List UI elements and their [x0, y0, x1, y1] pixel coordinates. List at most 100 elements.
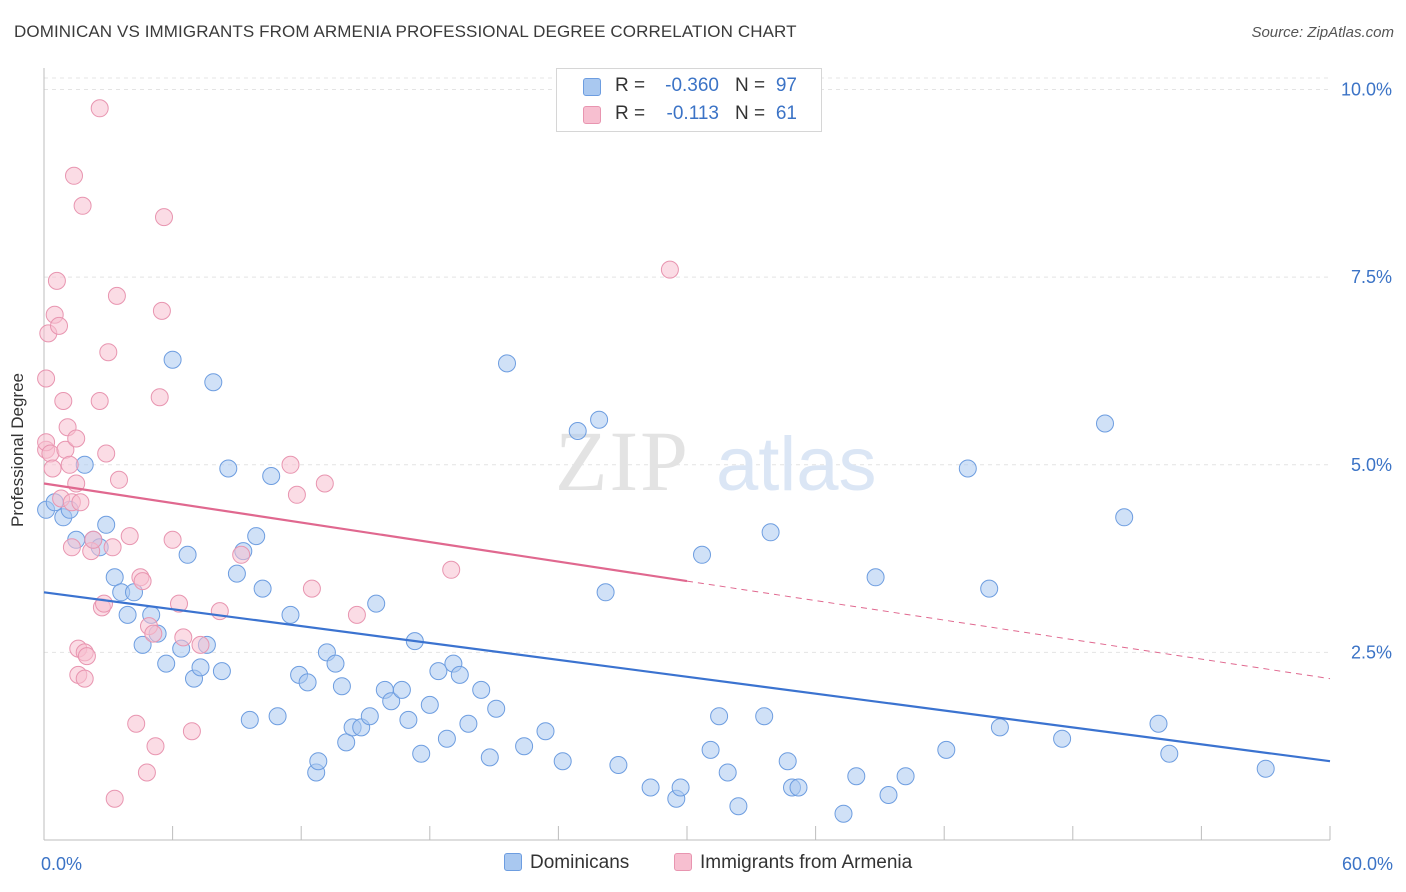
armenia-point-0 — [37, 369, 56, 388]
legend-n-label: N = — [735, 75, 766, 96]
correlation-legend: R = -0.360 N = 97 R = -0.113 N = 61 — [556, 68, 822, 132]
dominicans-point-93 — [1115, 508, 1134, 527]
dominicans-point-92 — [1096, 414, 1114, 433]
dominicans-point-71 — [671, 778, 690, 797]
dominicans-point-58 — [472, 680, 491, 699]
armenia-point-37 — [110, 470, 128, 489]
armenia-point-58 — [302, 579, 321, 598]
dominicans-point-72 — [693, 545, 711, 564]
y-tick-label-0: 2.5% — [1351, 642, 1392, 662]
dominicans-point-78 — [761, 523, 780, 542]
dominicans-point-62 — [515, 737, 534, 756]
armenia-point-59 — [315, 474, 334, 493]
x-tick-label-0: 0.0% — [41, 854, 82, 874]
dominicans-point-49 — [399, 710, 418, 729]
armenia-trend-line — [43, 482, 688, 583]
watermark-atlas: atlas — [716, 422, 877, 507]
y-tick-label-2: 7.5% — [1351, 267, 1392, 287]
data-points — [37, 99, 1275, 823]
dominicans-point-16 — [157, 654, 176, 673]
armenia-point-53 — [191, 635, 210, 654]
dominicans-point-56 — [450, 665, 469, 684]
legend-n-value: 61 — [775, 103, 797, 124]
armenia-point-61 — [442, 560, 461, 579]
dominicans-point-24 — [212, 662, 231, 681]
dominicans-point-64 — [553, 752, 572, 771]
dominicans-point-8 — [97, 515, 116, 534]
dominicans-point-84 — [866, 568, 885, 587]
dominicans-point-81 — [789, 778, 808, 797]
armenia-point-56 — [281, 455, 300, 474]
armenia-point-62 — [660, 260, 679, 279]
dominicans-point-23 — [204, 373, 223, 392]
bottom-legend-dominicans: Dominicans — [504, 852, 629, 874]
armenia-point-32 — [97, 444, 116, 463]
dominicans-point-65 — [568, 422, 587, 440]
dominicans-point-31 — [262, 467, 281, 485]
dominicans-point-51 — [412, 744, 431, 763]
legend-r-value: -0.360 — [665, 75, 719, 96]
legend-row-dominicans: R = -0.360 N = 97 — [557, 73, 821, 101]
armenia-point-17 — [67, 429, 86, 448]
armenia-trend-extension — [686, 580, 1331, 680]
dominicans-point-76 — [729, 797, 748, 816]
bottom-legend-armenia: Immigrants from Armenia — [674, 852, 912, 874]
dominicans-point-68 — [609, 756, 628, 774]
armenia-point-16 — [65, 166, 83, 185]
armenia-point-33 — [99, 343, 118, 362]
armenia-point-45 — [146, 737, 165, 756]
dominicans-point-90 — [990, 718, 1009, 737]
dominicans-point-88 — [958, 459, 977, 478]
armenia-point-29 — [90, 392, 109, 410]
armenia-point-36 — [107, 286, 126, 305]
dominicans-point-61 — [498, 354, 516, 373]
armenia-point-21 — [71, 493, 90, 512]
dominicans-point-67 — [596, 583, 615, 602]
dominicans-point-47 — [382, 692, 401, 711]
dominicans-point-52 — [420, 695, 439, 714]
dominicans-point-5 — [75, 455, 94, 474]
y-tick-label-3: 10.0% — [1341, 80, 1392, 100]
dominicans-point-33 — [281, 605, 300, 624]
armenia-point-52 — [182, 722, 201, 741]
armenia-point-14 — [62, 538, 81, 557]
dominicans-point-26 — [227, 564, 246, 583]
armenia-point-25 — [77, 647, 96, 666]
legend-r-label: R = — [615, 75, 646, 96]
x-tick-label-1: 60.0% — [1342, 854, 1393, 874]
armenia-point-35 — [105, 789, 124, 808]
chart-source: Source: ZipAtlas.com — [1251, 24, 1394, 41]
dominicans-point-95 — [1160, 744, 1179, 763]
dominicans-point-37 — [309, 752, 328, 771]
dominicans-point-25 — [219, 459, 238, 478]
armenia-point-8 — [50, 316, 68, 335]
armenia-point-38 — [120, 527, 139, 546]
armenia-point-60 — [347, 605, 366, 624]
legend-swatch-dominicans — [583, 78, 601, 96]
bottom-legend-swatch-dominicans — [504, 853, 522, 871]
dominicans-point-73 — [701, 740, 720, 759]
dominicans-point-59 — [480, 748, 499, 767]
dominicans-point-19 — [178, 545, 197, 564]
armenia-point-28 — [90, 99, 109, 118]
legend-row-armenia: R = -0.113 N = 61 — [557, 101, 821, 129]
dominicans-point-87 — [937, 740, 956, 759]
dominicans-point-86 — [896, 767, 915, 786]
armenia-point-51 — [174, 628, 193, 647]
dominicans-point-45 — [367, 594, 386, 613]
armenia-point-22 — [73, 196, 92, 215]
y-axis-label: Professional Degree — [8, 372, 27, 528]
armenia-point-50 — [170, 594, 188, 613]
legend-swatch-armenia — [583, 106, 601, 124]
legend-n-value: 97 — [775, 75, 797, 96]
dominicans-point-79 — [778, 752, 797, 771]
armenia-point-49 — [163, 530, 182, 549]
armenia-point-10 — [54, 392, 73, 410]
dominicans-point-94 — [1149, 714, 1168, 733]
dominicans-point-41 — [337, 733, 356, 752]
armenia-point-57 — [287, 485, 306, 504]
dominicans-point-91 — [1053, 729, 1072, 748]
armenia-point-48 — [155, 208, 173, 227]
armenia-point-46 — [150, 388, 169, 407]
